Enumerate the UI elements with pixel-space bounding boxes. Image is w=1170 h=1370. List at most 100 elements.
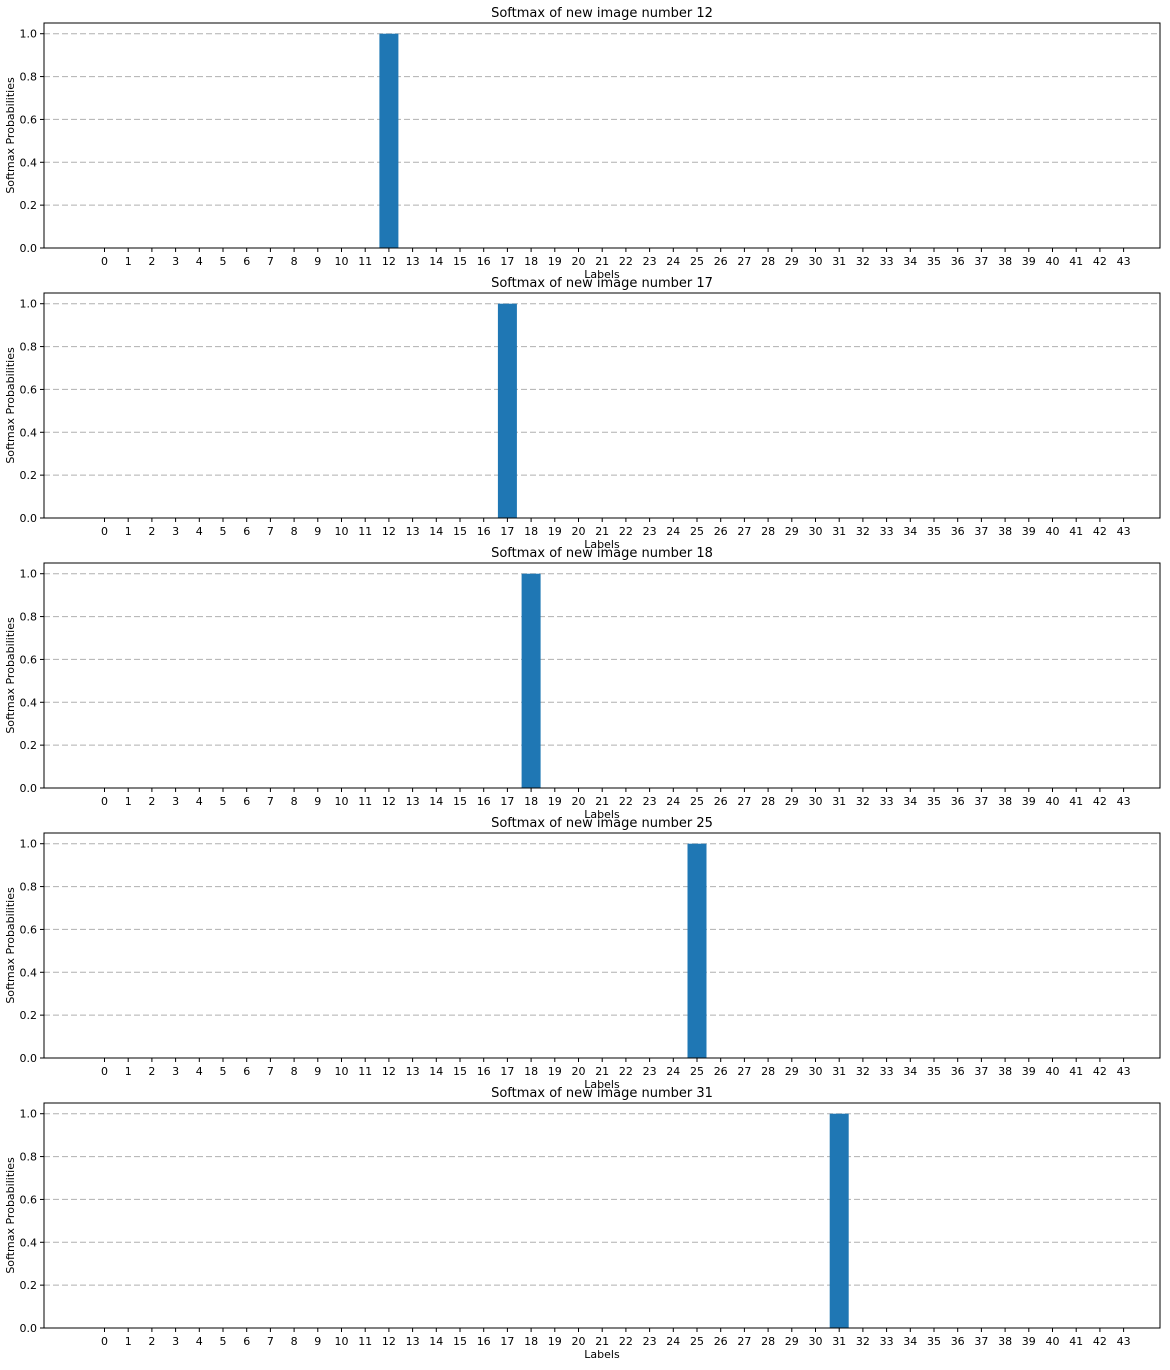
- chart-panel-2: 0.00.20.40.60.81.00 1 2 3 4 5 6 7 8 9 10 11 12 13 14 15…: [4, 546, 1161, 821]
- x-tick-label: 17: [500, 795, 514, 808]
- x-tick-label: 2: [148, 1065, 155, 1078]
- x-tick-label: 22: [619, 1335, 633, 1348]
- x-tick-label: 24: [666, 1065, 680, 1078]
- x-tick-label: 42: [1093, 1065, 1107, 1078]
- y-tick-label: 0.6: [20, 383, 38, 396]
- axes-frame: [43, 292, 1161, 519]
- x-tick-label: 18: [524, 795, 538, 808]
- x-tick-label: 32: [856, 795, 870, 808]
- axes-frame: [43, 562, 1161, 789]
- x-tick-label: 25: [690, 1335, 704, 1348]
- x-tick-label: 31: [832, 1335, 846, 1348]
- x-tick-label: 4: [196, 1335, 203, 1348]
- x-tick-label: 34: [903, 1335, 917, 1348]
- y-tick-label: 1.0: [20, 1108, 38, 1121]
- y-tick-label: 0.6: [20, 653, 38, 666]
- x-tick-label: 37: [974, 525, 988, 538]
- y-tick-label: 0.6: [20, 923, 38, 936]
- x-tick-label: 21: [595, 1065, 609, 1078]
- x-tick-label: 14: [429, 255, 443, 268]
- x-tick-label: 7: [267, 1335, 274, 1348]
- x-tick-label: 1: [125, 255, 132, 268]
- x-tick-label: 25: [690, 525, 704, 538]
- x-tick-label: 10: [335, 1065, 349, 1078]
- chart-panel-3: 0.00.20.40.60.81.00 1 2 3 4 5 6 7 8 9 10 11 12 13 14 15…: [4, 816, 1161, 1091]
- x-tick-label: 19: [548, 795, 562, 808]
- x-tick-label: 20: [572, 255, 586, 268]
- x-tick-label: 2: [148, 525, 155, 538]
- x-tick-label: 39: [1022, 795, 1036, 808]
- x-tick-label: 42: [1093, 1335, 1107, 1348]
- x-tick-label: 38: [998, 1065, 1012, 1078]
- x-tick-label: 40: [1046, 795, 1060, 808]
- x-tick-label: 6: [243, 1065, 250, 1078]
- y-axis-label: Softmax Probabilities: [4, 887, 17, 1004]
- x-tick-label: 15: [453, 1065, 467, 1078]
- x-tick-label: 0: [101, 795, 108, 808]
- x-tick-label: 13: [406, 1335, 420, 1348]
- x-tick-label: 14: [429, 795, 443, 808]
- x-tick-label: 0: [101, 525, 108, 538]
- x-tick-label: 8: [291, 525, 298, 538]
- x-tick-label: 25: [690, 1065, 704, 1078]
- y-tick-label: 0.6: [20, 1193, 38, 1206]
- x-tick-label: 37: [974, 795, 988, 808]
- x-tick-label: 21: [595, 525, 609, 538]
- y-tick-label: 0.4: [20, 696, 38, 709]
- x-tick-label: 22: [619, 1065, 633, 1078]
- x-tick-label: 34: [903, 795, 917, 808]
- y-tick-label: 0.4: [20, 966, 38, 979]
- x-tick-label: 32: [856, 525, 870, 538]
- axes-frame: [43, 1102, 1161, 1329]
- x-tick-label: 24: [666, 795, 680, 808]
- axes-frame: [43, 832, 1161, 1059]
- x-tick-label: 21: [595, 795, 609, 808]
- y-axis-label: Softmax Probabilities: [4, 347, 17, 464]
- x-tick-label: 33: [880, 255, 894, 268]
- x-tick-label: 8: [291, 1335, 298, 1348]
- x-tick-label: 37: [974, 1335, 988, 1348]
- y-tick-label: 1.0: [20, 28, 38, 41]
- y-tick-label: 0.2: [20, 1279, 38, 1292]
- x-tick-label: 31: [832, 525, 846, 538]
- x-tick-label: 32: [856, 255, 870, 268]
- x-tick-label: 5: [220, 1335, 227, 1348]
- x-tick-label: 4: [196, 525, 203, 538]
- x-tick-label: 41: [1069, 525, 1083, 538]
- x-tick-label: 15: [453, 795, 467, 808]
- x-tick-label: 39: [1022, 255, 1036, 268]
- x-tick-label: 10: [335, 255, 349, 268]
- x-tick-label: 29: [785, 795, 799, 808]
- x-tick-label: 2: [148, 795, 155, 808]
- x-tick-label: 42: [1093, 795, 1107, 808]
- x-tick-label: 12: [382, 525, 396, 538]
- y-axis-label: Softmax Probabilities: [4, 617, 17, 734]
- x-tick-label: 22: [619, 795, 633, 808]
- y-tick-label: 0.0: [20, 242, 38, 255]
- x-tick-label: 16: [477, 255, 491, 268]
- x-tick-label: 39: [1022, 1335, 1036, 1348]
- x-tick-label: 23: [643, 1065, 657, 1078]
- x-tick-label: 5: [220, 1065, 227, 1078]
- x-tick-label: 9: [314, 255, 321, 268]
- y-tick-label: 0.8: [20, 341, 38, 354]
- x-tick-label: 30: [809, 525, 823, 538]
- x-tick-label: 24: [666, 525, 680, 538]
- x-tick-label: 35: [927, 1335, 941, 1348]
- x-tick-label: 22: [619, 255, 633, 268]
- bar-18: [521, 573, 541, 788]
- x-tick-label: 28: [761, 1335, 775, 1348]
- x-tick-label: 22: [619, 525, 633, 538]
- x-tick-label: 15: [453, 255, 467, 268]
- x-tick-label: 24: [666, 255, 680, 268]
- x-tick-label: 3: [172, 795, 179, 808]
- x-tick-label: 0: [101, 255, 108, 268]
- y-tick-label: 0.8: [20, 1151, 38, 1164]
- x-tick-label: 15: [453, 1335, 467, 1348]
- x-tick-label: 41: [1069, 1335, 1083, 1348]
- x-tick-label: 26: [714, 255, 728, 268]
- x-tick-label: 35: [927, 795, 941, 808]
- x-tick-label: 31: [832, 1065, 846, 1078]
